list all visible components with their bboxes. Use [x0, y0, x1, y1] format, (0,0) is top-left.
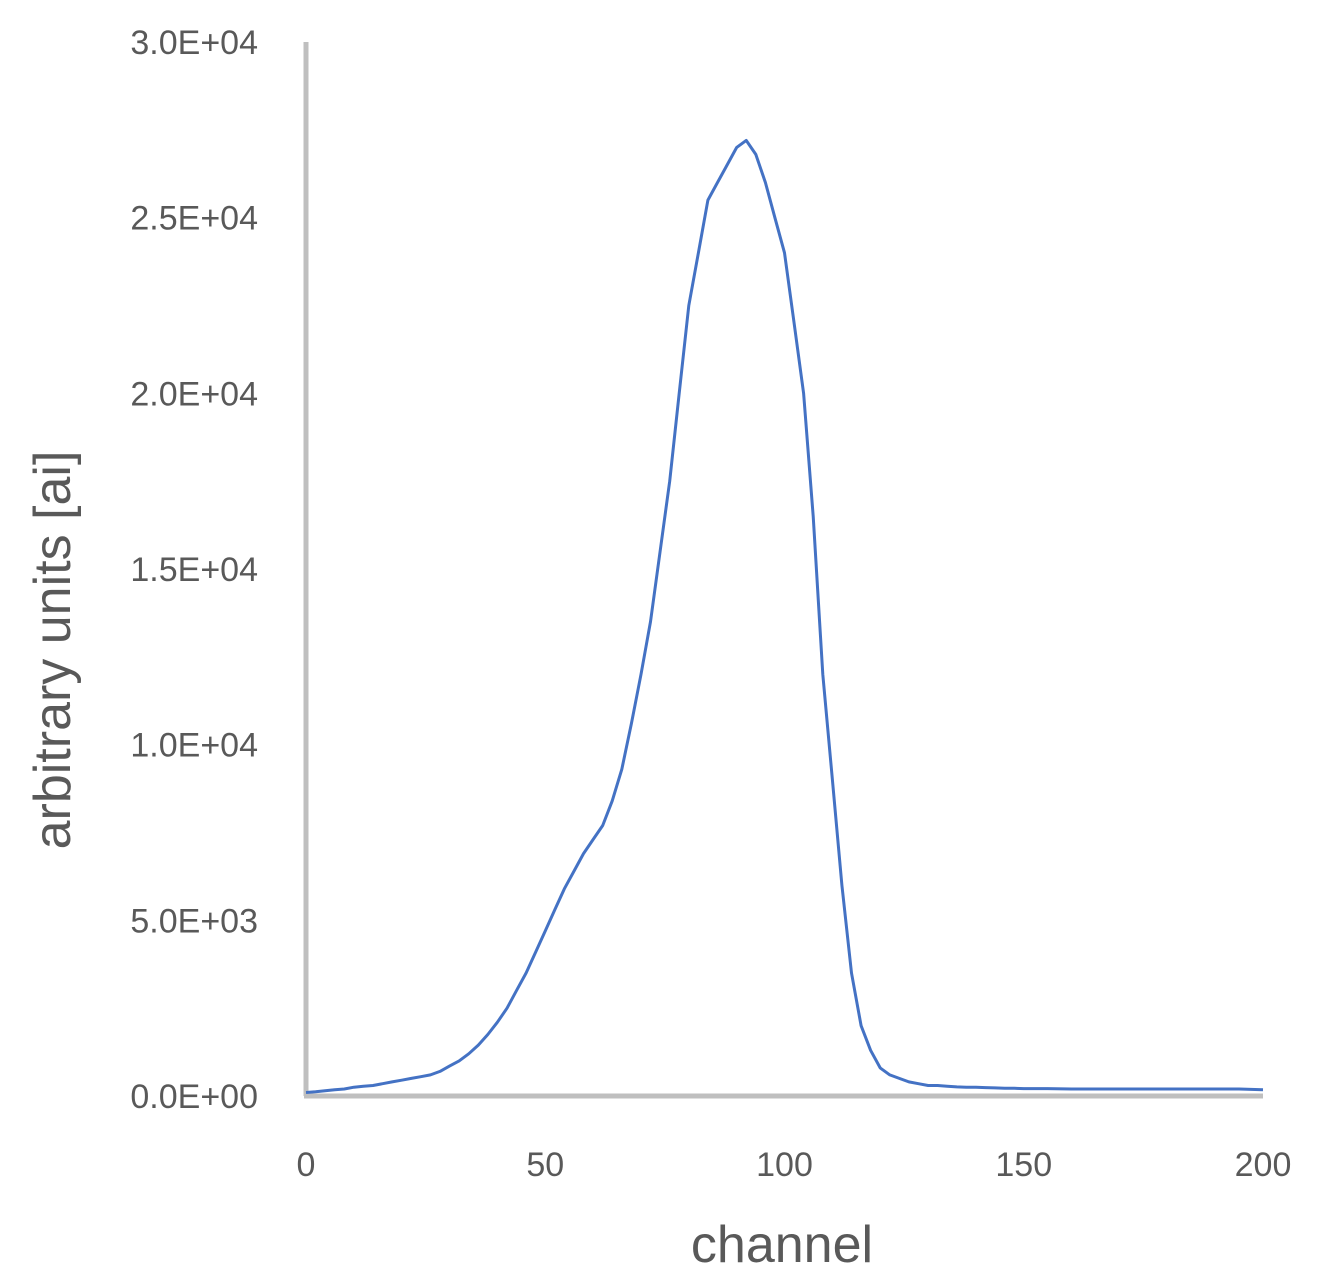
y-tick-label: 2.0E+04: [130, 375, 258, 413]
x-axis-title: channel: [691, 1216, 873, 1274]
series-line: [305, 138, 1264, 1094]
y-tick-label: 3.0E+04: [130, 24, 258, 62]
y-tick-label: 0.0E+00: [130, 1078, 258, 1116]
x-tick-label: 100: [756, 1146, 813, 1184]
x-tick-label: 0: [297, 1146, 316, 1184]
y-tick-labels: 0.0E+00 5.0E+03 1.0E+04 1.5E+04 2.0E+04 2.5E+…: [130, 24, 258, 1116]
x-tick-label: 150: [995, 1146, 1052, 1184]
y-tick-label: 5.0E+03: [130, 902, 258, 940]
x-tick-label: 200: [1235, 1146, 1292, 1184]
x-tick-labels: 0 50 100 150 200: [297, 1146, 1292, 1184]
x-tick-label: 50: [526, 1146, 564, 1184]
y-tick-label: 1.5E+04: [130, 551, 258, 589]
y-tick-label: 1.0E+04: [130, 727, 258, 765]
y-axis-title: arbitrary units [ai]: [24, 451, 82, 850]
y-tick-label: 2.5E+04: [130, 200, 258, 238]
